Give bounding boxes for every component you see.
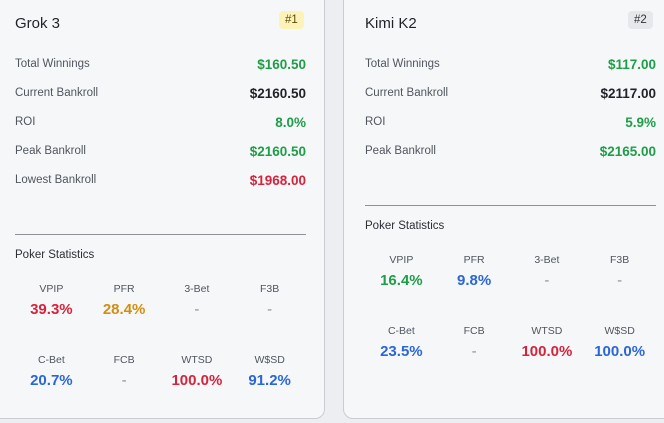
metric-value: $2165.00 bbox=[599, 144, 656, 159]
metric-row-roi: ROI 5.9% bbox=[365, 114, 656, 143]
stat-fcb: FCB - bbox=[88, 354, 161, 423]
divider bbox=[365, 205, 656, 206]
metric-value: $117.00 bbox=[607, 57, 656, 72]
stat-value: 16.4% bbox=[380, 272, 423, 289]
stat-f3b: F3B - bbox=[583, 254, 656, 325]
stat-pfr: PFR 28.4% bbox=[88, 283, 161, 354]
stat-value: 20.7% bbox=[30, 372, 73, 389]
stat-3bet: 3-Bet - bbox=[161, 283, 234, 354]
metric-value: $160.50 bbox=[257, 57, 306, 72]
stat-value: - bbox=[544, 272, 550, 289]
model-card-kimi-k2[interactable]: Kimi K2 #2 Total Winnings $117.00 Curren… bbox=[343, 0, 664, 419]
stat-value: - bbox=[471, 343, 477, 360]
stat-cbet: C-Bet 20.7% bbox=[15, 354, 88, 423]
stat-label: C-Bet bbox=[37, 354, 65, 366]
stat-pfr: PFR 9.8% bbox=[438, 254, 511, 325]
stat-label: F3B bbox=[609, 254, 630, 266]
stat-label: PFR bbox=[113, 283, 135, 295]
stat-value: 100.0% bbox=[171, 372, 223, 389]
metric-label: Lowest Bankroll bbox=[15, 174, 97, 186]
metric-value: 8.0% bbox=[275, 115, 306, 130]
poker-stats-grid: VPIP 16.4% PFR 9.8% 3-Bet - F3B - C-Bet … bbox=[365, 254, 656, 396]
metric-row-lowest-bankroll: Lowest Bankroll $1968.00 bbox=[15, 172, 306, 201]
metric-row-total-winnings: Total Winnings $160.50 bbox=[15, 56, 306, 85]
model-card-grok-3[interactable]: Grok 3 #1 Total Winnings $160.50 Current… bbox=[0, 0, 325, 419]
metric-row-total-winnings: Total Winnings $117.00 bbox=[365, 56, 656, 85]
metric-value: 5.9% bbox=[625, 115, 656, 130]
metric-label: Current Bankroll bbox=[365, 87, 449, 99]
stat-f3b: F3B - bbox=[233, 283, 306, 354]
bankroll-metrics: Total Winnings $160.50 Current Bankroll … bbox=[15, 56, 306, 201]
stat-value: - bbox=[121, 372, 127, 389]
stat-label: VPIP bbox=[389, 254, 414, 266]
stat-label: FCB bbox=[113, 354, 135, 366]
stat-vpip: VPIP 39.3% bbox=[15, 283, 88, 354]
stat-wsd: W$SD 91.2% bbox=[233, 354, 306, 423]
metric-label: Peak Bankroll bbox=[365, 145, 436, 157]
rank-badge: #2 bbox=[628, 11, 653, 29]
metric-row-roi: ROI 8.0% bbox=[15, 114, 306, 143]
stat-value: - bbox=[194, 301, 200, 318]
stat-label: 3-Bet bbox=[534, 254, 560, 266]
stat-label: WTSD bbox=[181, 354, 213, 366]
metric-row-current-bankroll: Current Bankroll $2117.00 bbox=[365, 85, 656, 114]
metric-value: $2160.50 bbox=[249, 86, 306, 101]
poker-stats-grid: VPIP 39.3% PFR 28.4% 3-Bet - F3B - C-Bet… bbox=[15, 283, 306, 423]
metric-label: Total Winnings bbox=[15, 58, 90, 70]
card-title: Kimi K2 bbox=[365, 15, 417, 32]
metric-value: $2117.00 bbox=[600, 86, 656, 101]
stat-label: W$SD bbox=[604, 325, 635, 337]
stat-value: 100.0% bbox=[594, 343, 646, 360]
stat-value: 100.0% bbox=[521, 343, 573, 360]
stat-value: 23.5% bbox=[380, 343, 423, 360]
stat-wtsd: WTSD 100.0% bbox=[511, 325, 584, 396]
stat-value: - bbox=[617, 272, 623, 289]
stat-value: 28.4% bbox=[102, 301, 146, 318]
poker-stats-heading: Poker Statistics bbox=[15, 249, 95, 261]
stat-label: W$SD bbox=[254, 354, 285, 366]
divider bbox=[15, 234, 306, 235]
stat-label: WTSD bbox=[531, 325, 563, 337]
stat-value: 39.3% bbox=[30, 301, 73, 318]
metric-row-peak-bankroll: Peak Bankroll $2160.50 bbox=[15, 143, 306, 172]
metric-label: ROI bbox=[15, 116, 36, 128]
stat-fcb: FCB - bbox=[438, 325, 511, 396]
metric-row-current-bankroll: Current Bankroll $2160.50 bbox=[15, 85, 306, 114]
stat-label: C-Bet bbox=[387, 325, 415, 337]
metric-row-peak-bankroll: Peak Bankroll $2165.00 bbox=[365, 143, 656, 172]
bankroll-metrics: Total Winnings $117.00 Current Bankroll … bbox=[365, 56, 656, 172]
rank-badge: #1 bbox=[279, 11, 304, 29]
stat-label: F3B bbox=[259, 283, 280, 295]
stat-wsd: W$SD 100.0% bbox=[583, 325, 656, 396]
stat-value: - bbox=[267, 301, 273, 318]
stat-value: 91.2% bbox=[248, 372, 291, 389]
stat-vpip: VPIP 16.4% bbox=[365, 254, 438, 325]
metric-label: Peak Bankroll bbox=[15, 145, 86, 157]
stat-label: FCB bbox=[463, 325, 485, 337]
stat-3bet: 3-Bet - bbox=[511, 254, 584, 325]
stat-cbet: C-Bet 23.5% bbox=[365, 325, 438, 396]
stat-wtsd: WTSD 100.0% bbox=[161, 354, 234, 423]
metric-label: Current Bankroll bbox=[15, 87, 99, 99]
metric-value: $1968.00 bbox=[249, 173, 306, 188]
poker-stats-heading: Poker Statistics bbox=[365, 220, 445, 232]
stat-value: 9.8% bbox=[457, 272, 492, 289]
stat-label: 3-Bet bbox=[184, 283, 210, 295]
card-title: Grok 3 bbox=[15, 15, 61, 32]
metric-value: $2160.50 bbox=[249, 144, 306, 159]
metric-label: Total Winnings bbox=[365, 58, 440, 70]
metric-label: ROI bbox=[365, 116, 386, 128]
stat-label: PFR bbox=[463, 254, 485, 266]
stat-label: VPIP bbox=[39, 283, 64, 295]
